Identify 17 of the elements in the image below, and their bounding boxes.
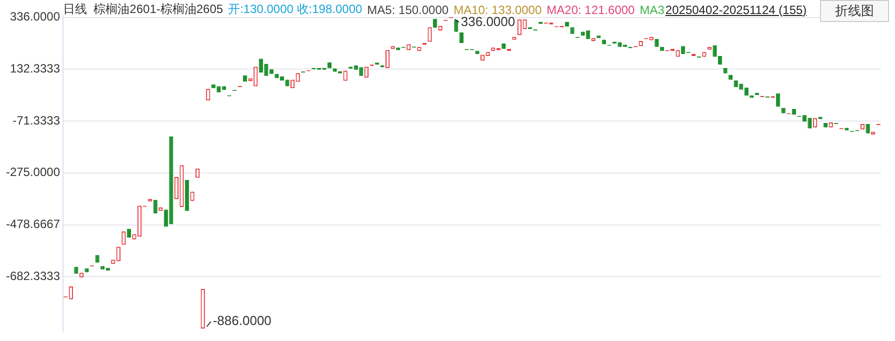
- y-tick-label: -275.0000: [6, 165, 60, 180]
- annotation: MA10: 133.0000: [454, 2, 542, 16]
- candlestick: [386, 50, 390, 68]
- annotation: MA3: [640, 2, 664, 16]
- annotation: -886.0000: [212, 313, 272, 328]
- annotation: 折线图: [820, 0, 889, 22]
- annotation: MA20: 121.6000: [546, 2, 635, 16]
- annotation: 336.0000: [460, 14, 516, 29]
- annotation: MA5: 150.0000: [367, 2, 449, 16]
- y-tick-label: -71.3333: [12, 113, 60, 128]
- annotation: 开:130.0000 收:198.0000: [228, 1, 362, 18]
- annotation: 20250402-20251124 (155): [665, 2, 807, 16]
- chart-title: 日线 棕榈油2601-棕榈油2605: [63, 1, 224, 18]
- y-tick-label: 336.0000: [10, 10, 60, 24]
- y-tick-label: 132.3333: [10, 61, 60, 76]
- y-tick-label: -682.3333: [6, 268, 60, 283]
- y-tick-label: -478.6667: [6, 217, 60, 232]
